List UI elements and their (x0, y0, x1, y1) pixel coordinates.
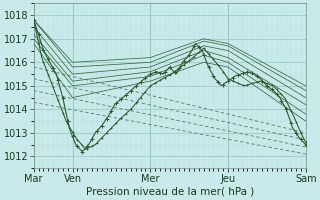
X-axis label: Pression niveau de la mer( hPa ): Pression niveau de la mer( hPa ) (85, 187, 254, 197)
